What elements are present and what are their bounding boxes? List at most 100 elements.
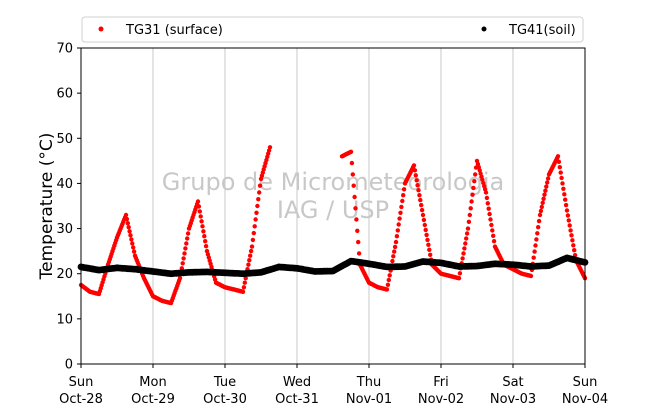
data-point [491,233,496,238]
y-axis-title: Temperature (°C) [37,133,57,281]
data-point [463,241,468,246]
data-point [535,231,540,236]
data-point [568,228,573,233]
watermark-line-2: IAG / USP [277,196,389,224]
data-point [128,233,133,238]
data-point [462,246,467,251]
data-point [464,236,469,241]
data-point [203,239,208,244]
data-point [427,247,432,252]
data-point [484,195,490,201]
data-point [401,187,407,192]
data-point [123,212,129,218]
data-point [253,217,258,222]
data-point [392,244,398,250]
data-point [256,197,261,202]
y-axis: 0 10 20 30 40 50 60 70 [56,42,81,373]
data-point [563,202,569,208]
x-tick-day-label: Mon [139,375,166,390]
data-point [356,251,362,256]
data-point [397,216,402,221]
x-tick-day-label: Sat [502,375,523,390]
y-tick-label: 50 [56,132,73,147]
data-point [243,276,248,281]
legend: TG31 (surface) TG41(soil) [81,16,584,43]
legend-marker-tg41 [481,26,487,32]
data-point [491,239,497,244]
data-point [537,212,543,218]
data-point [545,180,550,185]
x-tick-date-label: Nov-04 [562,392,608,407]
data-point [182,251,187,256]
data-point [565,213,571,218]
data-point [250,237,256,243]
data-point [472,179,477,184]
x-tick-day-label: Wed [283,375,311,390]
data-point [201,229,206,234]
data-point [384,287,390,292]
vertical-gridlines [152,48,514,364]
data-point [421,217,427,223]
data-point [252,224,257,229]
data-point [395,228,400,233]
data-point [257,190,262,195]
data-point [532,249,537,254]
data-point [396,222,401,227]
data-point [356,239,361,245]
data-point [348,149,354,154]
data-point [539,204,544,210]
data-point [196,204,202,209]
data-point [241,285,247,290]
data-point [240,289,246,294]
data-point [425,237,430,243]
data-point [423,227,428,233]
data-point [401,193,406,198]
data-point [180,261,185,266]
data-point [203,244,209,249]
data-point [354,217,359,222]
data-point [545,176,551,181]
legend-box [81,16,584,43]
data-point [353,206,358,211]
data-point [417,193,422,198]
data-point [257,183,263,188]
data-point [393,239,399,245]
data-point [460,256,465,261]
data-point [179,266,184,271]
data-point [557,165,562,170]
data-point [399,204,404,210]
x-axis: Sun Oct-28 Mon Oct-29 Tue Oct-30 Wed Oct-31 Thu N… [59,364,608,407]
data-point [242,280,247,285]
data-point [386,277,391,283]
watermark-line-1: Grupo de Micrometeorologia [162,168,504,196]
y-tick-label: 40 [56,177,73,192]
data-point [542,192,547,197]
data-point [246,262,251,267]
data-point [533,243,538,248]
data-point [419,207,425,213]
data-point [131,249,137,254]
data-point [558,170,563,175]
data-point [563,197,568,202]
data-point [487,211,492,217]
data-point [456,276,462,281]
data-point [572,248,577,253]
legend-label-tg41: TG41(soil) [508,23,576,38]
data-point [198,214,203,219]
series-points [77,145,589,306]
data-point [197,209,202,214]
data-point [569,233,574,238]
data-point [394,234,400,239]
data-point [267,145,273,150]
y-tick-label: 60 [56,87,73,102]
data-point [531,255,536,260]
data-point [420,212,426,218]
data-point [471,185,476,191]
data-point [562,192,567,197]
data-point [470,192,475,197]
data-point [536,225,541,230]
data-point [564,208,570,213]
data-point [465,226,471,231]
y-tick-label: 10 [56,312,73,327]
data-point [351,183,356,188]
